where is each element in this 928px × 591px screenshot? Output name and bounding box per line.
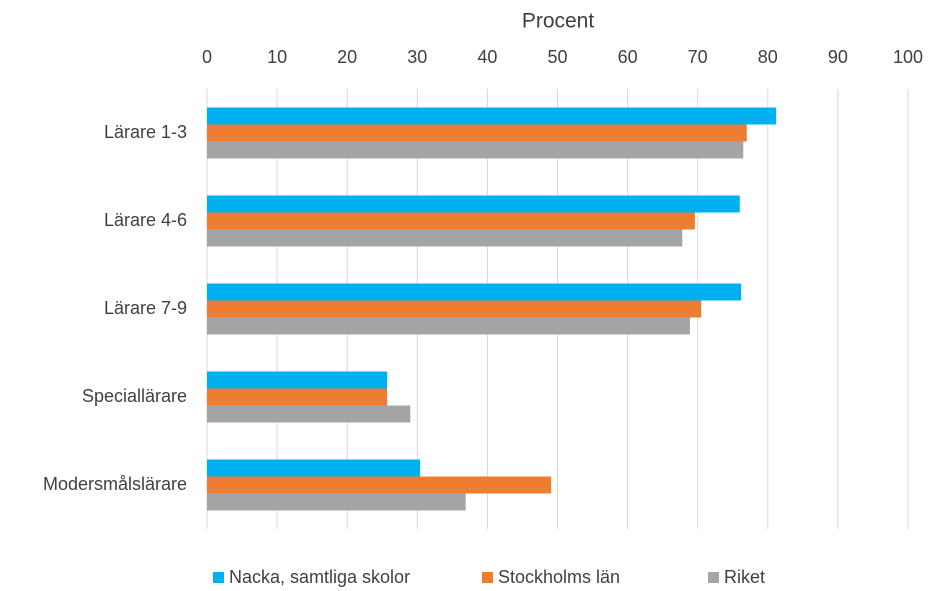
y-tick-label: Lärare 1-3 <box>104 122 187 142</box>
x-tick-label: 20 <box>337 47 357 67</box>
legend-label: Nacka, samtliga skolor <box>229 567 410 587</box>
x-tick-label: 0 <box>202 47 212 67</box>
x-tick-label: 10 <box>267 47 287 67</box>
x-tick-label: 30 <box>407 47 427 67</box>
y-tick-label: Modersmålslärare <box>43 474 187 494</box>
bar <box>207 283 742 301</box>
y-tick-label: Speciallärare <box>82 386 187 406</box>
x-tick-label: 80 <box>758 47 778 67</box>
legend-swatch <box>482 572 493 583</box>
legend-swatch <box>708 572 719 583</box>
x-tick-label: 70 <box>688 47 708 67</box>
legend-label: Riket <box>724 567 765 587</box>
bar <box>207 212 695 230</box>
bar <box>207 405 411 423</box>
x-tick-label: 60 <box>618 47 638 67</box>
x-tick-label: 50 <box>547 47 567 67</box>
legend-label: Stockholms län <box>498 567 620 587</box>
y-tick-label: Lärare 7-9 <box>104 298 187 318</box>
bar <box>207 371 388 389</box>
bar <box>207 107 777 125</box>
x-tick-label: 90 <box>828 47 848 67</box>
bar <box>207 459 421 477</box>
bar <box>207 300 702 318</box>
bar <box>207 141 744 159</box>
bar <box>207 476 552 494</box>
x-tick-label: 40 <box>477 47 497 67</box>
axis-title: Procent <box>522 10 595 33</box>
legend-swatch <box>213 572 224 583</box>
x-tick-label: 100 <box>893 47 923 67</box>
bar <box>207 493 466 511</box>
bar <box>207 124 747 142</box>
y-tick-label: Lärare 4-6 <box>104 210 187 230</box>
bar <box>207 317 690 335</box>
bar <box>207 388 388 406</box>
bar <box>207 229 683 247</box>
bar <box>207 195 740 213</box>
